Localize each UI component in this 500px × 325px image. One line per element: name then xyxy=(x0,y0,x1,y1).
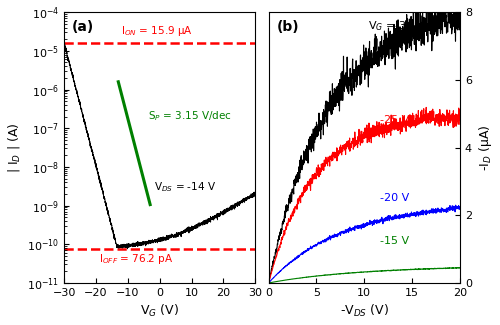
X-axis label: -V$_{DS}$ (V): -V$_{DS}$ (V) xyxy=(340,303,389,319)
Text: -15 V: -15 V xyxy=(380,236,408,246)
X-axis label: V$_G$ (V): V$_G$ (V) xyxy=(140,303,179,319)
Text: (a): (a) xyxy=(72,20,94,34)
Y-axis label: | I$_D$ | (A): | I$_D$ | (A) xyxy=(6,122,22,173)
Text: -20 V: -20 V xyxy=(380,193,409,202)
Text: S$_P$ = 3.15 V/dec: S$_P$ = 3.15 V/dec xyxy=(148,110,232,124)
Text: I$_{ON}$ = 15.9 μA: I$_{ON}$ = 15.9 μA xyxy=(122,24,194,38)
Text: (b): (b) xyxy=(276,20,299,34)
Y-axis label: -I$_D$ (μA): -I$_D$ (μA) xyxy=(478,124,494,171)
Text: I$_{OFF}$ = 76.2 pA: I$_{OFF}$ = 76.2 pA xyxy=(98,252,172,266)
Text: V$_G$ =-30 V: V$_G$ =-30 V xyxy=(368,19,426,32)
Text: -25 V: -25 V xyxy=(380,115,409,125)
Text: V$_{DS}$ = -14 V: V$_{DS}$ = -14 V xyxy=(154,180,216,194)
